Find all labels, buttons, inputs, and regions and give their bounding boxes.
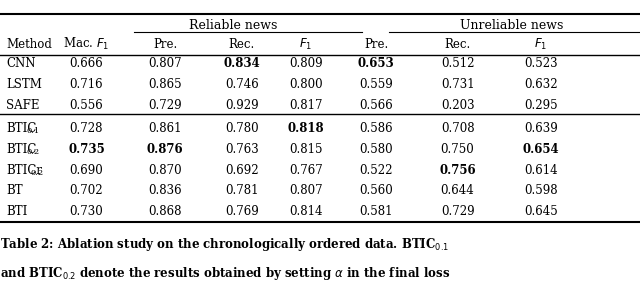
Text: 0.781: 0.781 <box>225 184 259 197</box>
Text: BT: BT <box>6 184 23 197</box>
Text: Rec.: Rec. <box>444 37 471 51</box>
Text: 0.834: 0.834 <box>223 57 260 70</box>
Text: 0.818: 0.818 <box>287 122 324 135</box>
Text: 0.690: 0.690 <box>70 164 103 176</box>
Text: 0.586: 0.586 <box>360 122 393 135</box>
Text: 0.1: 0.1 <box>26 127 40 135</box>
Text: 0.763: 0.763 <box>225 143 259 156</box>
Text: 0.728: 0.728 <box>70 122 103 135</box>
Text: $F_1$: $F_1$ <box>300 37 312 51</box>
Text: 0.556: 0.556 <box>70 99 103 112</box>
Text: 0.729: 0.729 <box>148 99 182 112</box>
Text: Pre.: Pre. <box>153 37 177 51</box>
Text: Pre.: Pre. <box>364 37 388 51</box>
Text: 0.756: 0.756 <box>439 164 476 176</box>
Text: 0.814: 0.814 <box>289 205 323 218</box>
Text: 0.614: 0.614 <box>524 164 557 176</box>
Text: 0.865: 0.865 <box>148 78 182 91</box>
Text: 0.750: 0.750 <box>441 143 474 156</box>
Text: 0.800: 0.800 <box>289 78 323 91</box>
Text: 0.807: 0.807 <box>148 57 182 70</box>
Text: 0.746: 0.746 <box>225 78 259 91</box>
Text: 0.632: 0.632 <box>524 78 557 91</box>
Text: 0.598: 0.598 <box>524 184 557 197</box>
Text: 0.581: 0.581 <box>360 205 393 218</box>
Text: 0.836: 0.836 <box>148 184 182 197</box>
Text: 0.639: 0.639 <box>524 122 557 135</box>
Text: 0.522: 0.522 <box>360 164 393 176</box>
Text: Rec.: Rec. <box>228 37 255 51</box>
Text: 0.815: 0.815 <box>289 143 323 156</box>
Text: SAFE: SAFE <box>6 99 40 112</box>
Text: 0.809: 0.809 <box>289 57 323 70</box>
Text: 0.2: 0.2 <box>31 168 44 176</box>
Text: 0.644: 0.644 <box>441 184 474 197</box>
Text: 0.654: 0.654 <box>522 143 559 156</box>
Text: BTIC: BTIC <box>6 122 36 135</box>
Text: 0.767: 0.767 <box>289 164 323 176</box>
Text: 0.580: 0.580 <box>360 143 393 156</box>
Text: BTI: BTI <box>6 205 28 218</box>
Text: 0.512: 0.512 <box>441 57 474 70</box>
Text: Mac. $F_1$: Mac. $F_1$ <box>63 36 109 52</box>
Text: CNN: CNN <box>6 57 36 70</box>
Text: 0.653: 0.653 <box>358 57 395 70</box>
Text: Unreliable news: Unreliable news <box>460 19 564 32</box>
Text: BTIC: BTIC <box>6 143 36 156</box>
Text: 0.876: 0.876 <box>147 143 184 156</box>
Text: 0.870: 0.870 <box>148 164 182 176</box>
Text: 0.780: 0.780 <box>225 122 259 135</box>
Text: Reliable news: Reliable news <box>189 19 278 32</box>
Text: 0.807: 0.807 <box>289 184 323 197</box>
Text: 0.203: 0.203 <box>441 99 474 112</box>
Text: 0.560: 0.560 <box>360 184 393 197</box>
Text: 0.729: 0.729 <box>441 205 474 218</box>
Text: $F_1$: $F_1$ <box>534 37 547 51</box>
Text: 0.559: 0.559 <box>360 78 393 91</box>
Text: 0.2: 0.2 <box>26 148 40 156</box>
Text: 0.566: 0.566 <box>360 99 393 112</box>
Text: Method: Method <box>6 37 52 51</box>
Text: 0.929: 0.929 <box>225 99 259 112</box>
Text: 0.708: 0.708 <box>441 122 474 135</box>
Text: 0.716: 0.716 <box>70 78 103 91</box>
Text: BTICr: BTICr <box>6 164 42 176</box>
Text: 0.817: 0.817 <box>289 99 323 112</box>
Text: 0.730: 0.730 <box>70 205 103 218</box>
Text: 0.692: 0.692 <box>225 164 259 176</box>
Text: 0.731: 0.731 <box>441 78 474 91</box>
Text: LSTM: LSTM <box>6 78 42 91</box>
Text: 0.769: 0.769 <box>225 205 259 218</box>
Text: 0.861: 0.861 <box>148 122 182 135</box>
Text: Table 2: Ablation study on the chronologically ordered data. BTIC$_{0.1}$: Table 2: Ablation study on the chronolog… <box>0 236 449 253</box>
Text: 0.295: 0.295 <box>524 99 557 112</box>
Text: 0.868: 0.868 <box>148 205 182 218</box>
Text: 0.735: 0.735 <box>68 143 105 156</box>
Text: 0.666: 0.666 <box>70 57 103 70</box>
Text: 0.645: 0.645 <box>524 205 557 218</box>
Text: and BTIC$_{0.2}$ denote the results obtained by setting $\alpha$ in the final lo: and BTIC$_{0.2}$ denote the results obta… <box>0 265 450 281</box>
Text: 0.523: 0.523 <box>524 57 557 70</box>
Text: 0.702: 0.702 <box>70 184 103 197</box>
